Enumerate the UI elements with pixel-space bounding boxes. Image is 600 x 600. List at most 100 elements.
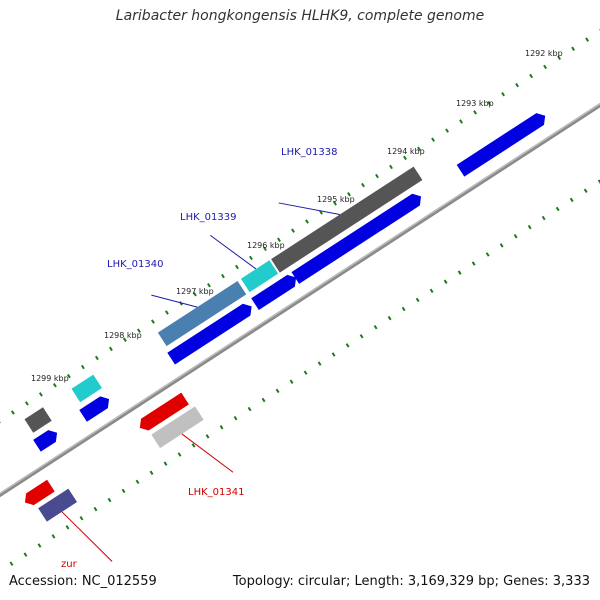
gene-arrow-blue[interactable] <box>456 110 549 177</box>
tick-mark <box>473 110 477 115</box>
tick-mark <box>37 543 42 548</box>
genome-backbone <box>0 69 600 531</box>
tick-mark <box>361 182 365 188</box>
gene-arrow-blue[interactable] <box>79 393 113 422</box>
tick-mark <box>401 306 406 312</box>
tick-mark <box>38 392 43 397</box>
tick-label: 1293 kbp <box>456 99 494 108</box>
tick-mark <box>487 101 491 106</box>
label-lhk-01339[interactable]: LHK_01339 <box>180 212 236 223</box>
tick-label: 1296 kbp <box>247 241 285 250</box>
tick-mark <box>459 119 463 124</box>
tick-mark <box>24 401 29 406</box>
tick-mark <box>149 470 154 475</box>
tick-mark <box>9 561 14 566</box>
label-lhk-01338[interactable]: LHK_01338 <box>281 147 337 158</box>
tick-label: 1297 kbp <box>176 287 214 296</box>
gene-lhk-01338[interactable] <box>271 166 423 273</box>
leader-lhk-01339 <box>210 234 257 270</box>
tick-mark <box>23 552 28 557</box>
tick-mark <box>431 137 435 142</box>
tick-mark <box>221 273 225 279</box>
tick-mark <box>373 324 378 330</box>
tick-label: 1292 kbp <box>525 49 563 58</box>
tick-mark <box>345 343 350 348</box>
tick-mark <box>207 282 211 288</box>
tick-mark <box>585 37 590 42</box>
gene-arrow-red[interactable] <box>136 392 189 434</box>
tick-mark <box>66 373 71 379</box>
tick-mark <box>289 379 294 385</box>
tick-label: 1295 kbp <box>317 195 355 204</box>
forward-gene-track <box>24 166 423 433</box>
tick-mark <box>135 479 140 485</box>
gene-lhk-01340[interactable] <box>157 280 247 347</box>
label-zur[interactable]: zur <box>61 559 78 570</box>
forward-cds-track <box>33 110 549 452</box>
tick-label: 1298 kbp <box>104 331 142 340</box>
tick-mark <box>499 243 504 248</box>
gene-arrow-blue[interactable] <box>251 272 300 311</box>
tick-mark <box>263 246 267 252</box>
tick-mark <box>205 434 210 439</box>
tick-mark <box>177 452 182 457</box>
gene-cyan-small[interactable] <box>71 374 103 403</box>
gene-dark-small[interactable] <box>24 407 52 433</box>
tick-mark <box>79 515 84 521</box>
gene-arrow-blue[interactable] <box>167 300 255 365</box>
tick-mark <box>235 264 239 270</box>
gene-slate[interactable] <box>38 488 78 522</box>
label-lhk-01341[interactable]: LHK_01341 <box>188 487 244 498</box>
tick-mark <box>121 488 126 494</box>
gene-labels: LHK_01338 LHK_01339 LHK_01340 LHK_01341 … <box>61 147 337 570</box>
tick-mark <box>557 55 562 61</box>
tick-marks-outer <box>0 28 600 424</box>
tick-mark <box>80 364 85 370</box>
tick-mark <box>10 410 15 415</box>
tick-label: 1299 kbp <box>31 374 69 383</box>
tick-marks-inner <box>9 179 600 566</box>
leader-lhk-01340 <box>151 294 198 308</box>
tick-mark <box>108 346 113 352</box>
label-lhk-01340[interactable]: LHK_01340 <box>107 259 163 270</box>
tick-mark <box>515 82 520 88</box>
tick-mark <box>65 525 70 530</box>
tick-mark <box>303 370 308 375</box>
tick-mark <box>51 534 56 539</box>
leader-lhk-01338 <box>278 202 340 215</box>
tick-mark <box>233 415 238 421</box>
tick-mark <box>387 315 392 321</box>
tick-mark <box>347 192 351 197</box>
tick-mark <box>193 292 197 297</box>
tick-mark <box>457 270 462 275</box>
tick-mark <box>331 352 336 357</box>
tick-label: 1294 kbp <box>387 147 425 156</box>
gene-lhk-01341[interactable] <box>151 406 204 449</box>
gene-arrow-blue[interactable] <box>291 190 424 284</box>
accession-text: Accession: NC_012559 <box>9 574 157 589</box>
gene-arrow-red-zur[interactable] <box>21 479 55 509</box>
tick-mark <box>403 155 407 161</box>
tick-mark <box>429 288 434 294</box>
tick-mark <box>151 319 155 324</box>
tick-mark <box>275 388 280 394</box>
tick-mark <box>94 355 99 361</box>
tick-mark <box>305 219 309 224</box>
gene-lhk-01339[interactable] <box>240 260 279 293</box>
map-title: Laribacter hongkongensis HLHK9, complete… <box>115 8 485 24</box>
tick-mark <box>319 210 323 215</box>
leader-lines <box>61 202 340 562</box>
tick-mark <box>249 255 253 261</box>
tick-mark <box>527 224 532 230</box>
tick-mark <box>136 328 141 333</box>
tick-mark <box>485 252 490 257</box>
tick-mark <box>443 279 448 284</box>
gene-arrow-blue[interactable] <box>33 427 61 452</box>
tick-mark <box>191 443 196 448</box>
reverse-gene-track <box>21 392 204 522</box>
tick-mark <box>107 497 112 503</box>
tick-mark <box>317 361 322 366</box>
tick-mark <box>555 206 560 212</box>
tick-mark <box>501 91 506 97</box>
